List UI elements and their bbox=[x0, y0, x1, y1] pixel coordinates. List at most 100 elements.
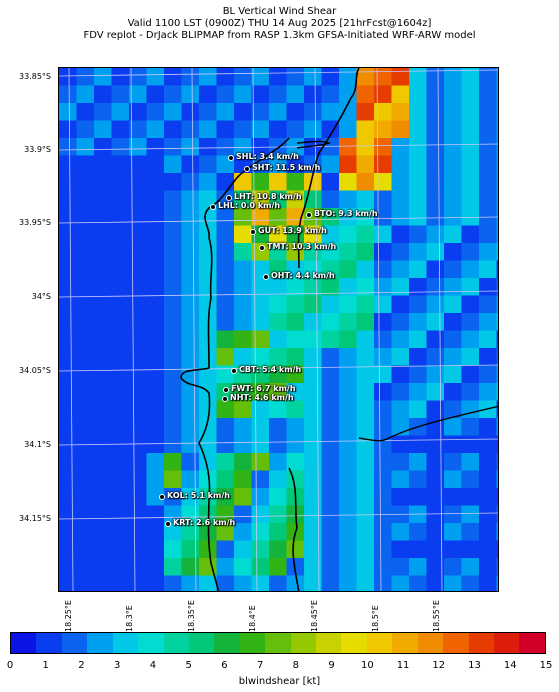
shear-cell bbox=[356, 190, 375, 209]
shear-cell bbox=[216, 575, 235, 591]
shear-cell bbox=[496, 173, 498, 191]
latitude-label: 34.15°S bbox=[19, 514, 51, 523]
shear-cell bbox=[321, 365, 340, 384]
colorbar-tick-label: 9 bbox=[328, 660, 335, 671]
colorbar-swatch bbox=[188, 633, 215, 653]
shear-cell bbox=[304, 435, 322, 454]
shear-cell bbox=[76, 278, 95, 296]
shear-cell bbox=[461, 575, 480, 591]
shear-cell bbox=[479, 558, 497, 576]
shear-cell bbox=[129, 120, 147, 139]
shear-cell bbox=[251, 313, 270, 331]
shear-cell bbox=[479, 120, 497, 139]
station-dot bbox=[259, 245, 265, 251]
shear-cell bbox=[321, 453, 340, 471]
shear-cell bbox=[76, 418, 95, 436]
shear-cell bbox=[356, 418, 375, 436]
shear-cell bbox=[234, 120, 252, 139]
shear-cell bbox=[164, 260, 182, 279]
shear-cell bbox=[269, 190, 287, 209]
shear-cell bbox=[461, 155, 480, 174]
shear-cell bbox=[321, 260, 340, 279]
shear-cell bbox=[129, 225, 147, 244]
shear-cell bbox=[496, 523, 498, 541]
shear-cell bbox=[164, 540, 182, 559]
shear-cell bbox=[479, 155, 497, 174]
shear-cell bbox=[339, 400, 357, 419]
shear-cell bbox=[94, 295, 112, 314]
shear-cell bbox=[199, 120, 217, 139]
shear-cell bbox=[76, 120, 95, 139]
shear-cell bbox=[129, 435, 147, 454]
shear-cell bbox=[269, 155, 287, 174]
shear-cell bbox=[444, 278, 462, 296]
shear-cell bbox=[111, 470, 130, 489]
shear-cell bbox=[76, 558, 95, 576]
shear-cell bbox=[111, 313, 130, 331]
shear-cell bbox=[216, 225, 235, 244]
shear-cell bbox=[76, 488, 95, 506]
shear-cell bbox=[251, 365, 270, 384]
shear-cell bbox=[409, 313, 427, 331]
shear-cell bbox=[426, 365, 445, 384]
shear-cell bbox=[234, 453, 252, 471]
shear-cell bbox=[479, 348, 497, 366]
shear-cell bbox=[216, 260, 235, 279]
shear-cell bbox=[286, 278, 305, 296]
shear-cell bbox=[146, 295, 165, 314]
shear-cell bbox=[269, 505, 287, 524]
shear-cell bbox=[409, 383, 427, 401]
shear-cell bbox=[479, 435, 497, 454]
shear-cell bbox=[304, 453, 322, 471]
shear-cell bbox=[391, 155, 410, 174]
shear-cell bbox=[374, 435, 392, 454]
shear-cell bbox=[94, 260, 112, 279]
shear-cell bbox=[146, 418, 165, 436]
shear-cell bbox=[216, 68, 235, 86]
shear-cell bbox=[269, 243, 287, 261]
shear-cell bbox=[269, 278, 287, 296]
shear-cell bbox=[339, 260, 357, 279]
shear-cell bbox=[94, 418, 112, 436]
shear-cell bbox=[286, 575, 305, 591]
shear-cell bbox=[129, 418, 147, 436]
shear-cell bbox=[409, 173, 427, 191]
shear-cell bbox=[461, 523, 480, 541]
shear-cell bbox=[111, 365, 130, 384]
shear-cell bbox=[164, 155, 182, 174]
shear-cell bbox=[374, 330, 392, 349]
shear-cell bbox=[129, 313, 147, 331]
shear-cell bbox=[409, 295, 427, 314]
shear-cell bbox=[251, 400, 270, 419]
shear-cell bbox=[321, 470, 340, 489]
shear-cell bbox=[164, 243, 182, 261]
shear-cell bbox=[199, 400, 217, 419]
shear-cell bbox=[321, 383, 340, 401]
shear-cell bbox=[374, 68, 392, 86]
shear-cell bbox=[129, 383, 147, 401]
shear-cell bbox=[391, 278, 410, 296]
shear-cell bbox=[461, 120, 480, 139]
colorbar-tick-label: 11 bbox=[396, 660, 410, 671]
shear-cell bbox=[59, 523, 77, 541]
shear-cell bbox=[426, 138, 445, 156]
shear-cell bbox=[391, 85, 410, 104]
shear-cell bbox=[391, 103, 410, 121]
shear-cell bbox=[164, 120, 182, 139]
shear-cell bbox=[251, 540, 270, 559]
shear-cell bbox=[374, 190, 392, 209]
shear-cell bbox=[76, 400, 95, 419]
longitude-line bbox=[130, 68, 136, 591]
shear-cell bbox=[356, 540, 375, 559]
shear-cell bbox=[304, 243, 322, 261]
shear-cell bbox=[269, 173, 287, 191]
shear-cell bbox=[426, 540, 445, 559]
shear-cell bbox=[496, 400, 498, 419]
shear-cell bbox=[461, 488, 480, 506]
shear-cell bbox=[59, 243, 77, 261]
shear-cell bbox=[409, 540, 427, 559]
shear-cell bbox=[76, 243, 95, 261]
shear-cell bbox=[391, 330, 410, 349]
shear-cell bbox=[479, 540, 497, 559]
shear-cell bbox=[164, 103, 182, 121]
